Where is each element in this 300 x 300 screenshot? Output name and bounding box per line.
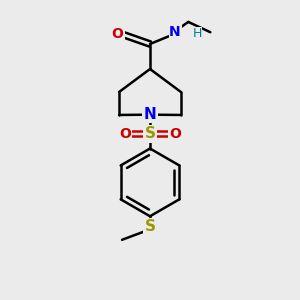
Text: O: O	[119, 127, 131, 141]
Text: N: N	[169, 25, 181, 39]
Text: S: S	[145, 126, 155, 141]
Text: S: S	[145, 219, 155, 234]
Text: O: O	[112, 27, 124, 41]
Text: N: N	[144, 107, 156, 122]
Text: H: H	[192, 27, 202, 40]
Text: O: O	[169, 127, 181, 141]
